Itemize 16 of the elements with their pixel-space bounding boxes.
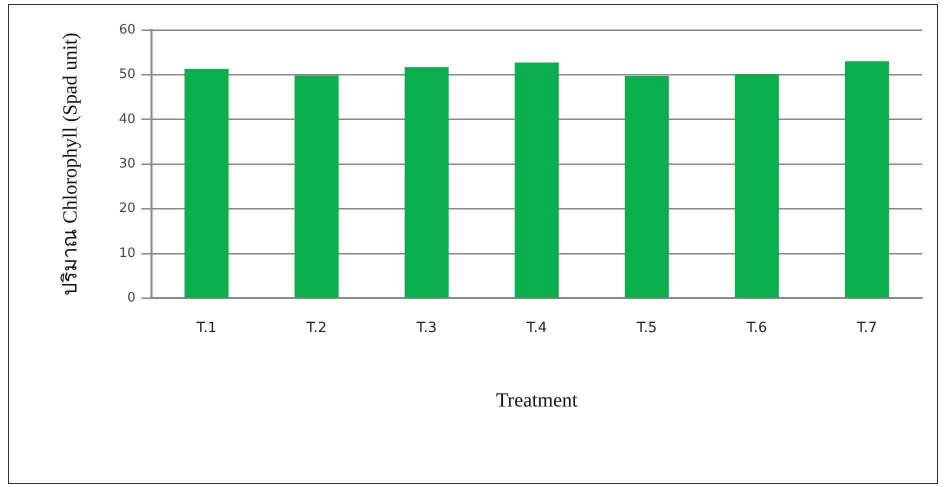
x-tick-label: T.4 (526, 320, 547, 336)
x-tick-label: T.2 (306, 320, 327, 336)
x-tick-label: T.1 (195, 320, 217, 336)
y-tick-label: 20 (118, 201, 136, 216)
x-axis-title: Treatment (496, 389, 578, 412)
y-tick-label: 60 (118, 22, 136, 38)
x-tick-label: T.6 (746, 320, 768, 336)
y-tick-label: 50 (118, 67, 136, 82)
y-tick-label: 30 (118, 156, 136, 172)
y-tick-label: 0 (127, 290, 136, 306)
x-tick-label: T.5 (636, 320, 657, 336)
x-tick-label: T.7 (856, 320, 878, 336)
y-axis-title: ปริมาณ Chlorophyll (Spad unit) (59, 32, 82, 296)
x-tick-label: T.3 (416, 320, 437, 336)
y-tick-label: 10 (118, 246, 136, 261)
y-tick-label: 40 (118, 112, 136, 127)
